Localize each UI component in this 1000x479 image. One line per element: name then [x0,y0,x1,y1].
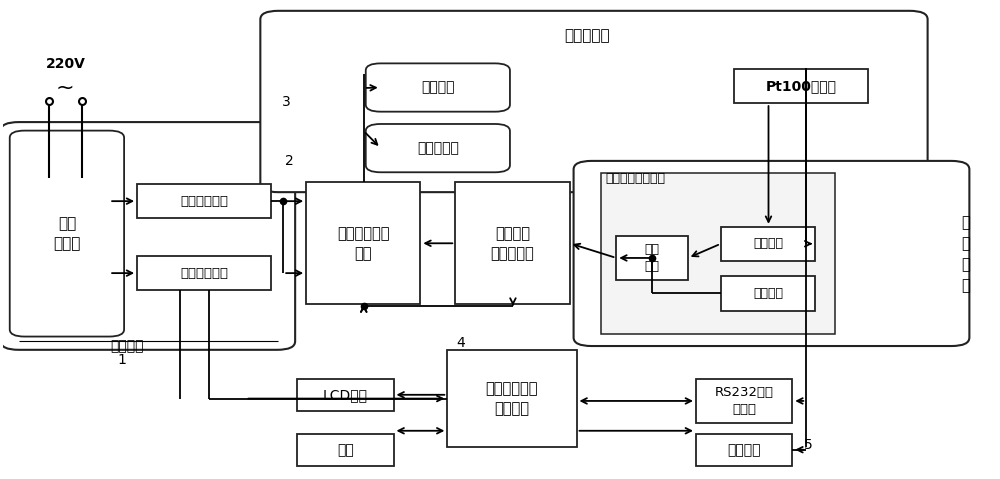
Text: 3: 3 [282,95,291,109]
Text: 220V: 220V [45,57,85,71]
FancyBboxPatch shape [297,433,394,466]
Text: 温控模块电源: 温控模块电源 [180,194,228,208]
Text: 温
控
模
块: 温 控 模 块 [961,215,970,293]
Text: 控制
信号: 控制 信号 [645,243,660,273]
Text: 温度测量: 温度测量 [753,237,783,250]
Text: 硬盘: 硬盘 [337,443,354,456]
FancyBboxPatch shape [574,161,969,346]
Text: 加热电阻丝: 加热电阻丝 [417,141,459,155]
Text: 5: 5 [804,438,813,453]
FancyBboxPatch shape [696,433,792,466]
Text: 电源
滤波器: 电源 滤波器 [53,216,81,251]
Text: 4: 4 [456,336,465,350]
FancyBboxPatch shape [447,350,577,447]
FancyBboxPatch shape [734,69,868,103]
FancyBboxPatch shape [601,173,835,334]
Text: RS232光电
隔离器: RS232光电 隔离器 [715,386,774,416]
FancyBboxPatch shape [1,122,295,350]
FancyBboxPatch shape [696,379,792,423]
Text: 电源模块: 电源模块 [110,339,144,353]
FancyBboxPatch shape [260,11,928,192]
Text: 辐射头模块: 辐射头模块 [565,28,610,44]
FancyBboxPatch shape [366,63,510,112]
FancyBboxPatch shape [306,182,420,304]
Text: ~: ~ [56,78,75,98]
FancyBboxPatch shape [721,276,815,310]
FancyBboxPatch shape [297,379,394,411]
Text: 1: 1 [118,353,127,367]
Text: 直流风扇: 直流风扇 [421,80,455,94]
FancyBboxPatch shape [137,256,271,290]
Text: 交流电压
负反馈模块: 交流电压 负反馈模块 [491,226,534,261]
Text: LCD显示: LCD显示 [323,388,368,402]
Text: 单相交流调压
模块: 单相交流调压 模块 [337,226,390,261]
FancyBboxPatch shape [721,227,815,261]
Text: 精密控温测量模块: 精密控温测量模块 [605,172,665,185]
FancyBboxPatch shape [616,236,688,280]
FancyBboxPatch shape [366,124,510,172]
Text: 主控系统电源: 主控系统电源 [180,267,228,280]
FancyBboxPatch shape [137,184,271,218]
Text: 嵌入式计算机
控制模块: 嵌入式计算机 控制模块 [486,381,538,416]
FancyBboxPatch shape [10,131,124,337]
Text: Pt100铂电阻: Pt100铂电阻 [765,79,836,93]
Text: 外部接口: 外部接口 [727,443,761,456]
Text: 温度设定: 温度设定 [753,287,783,300]
FancyBboxPatch shape [455,182,570,304]
Text: 2: 2 [285,154,294,169]
